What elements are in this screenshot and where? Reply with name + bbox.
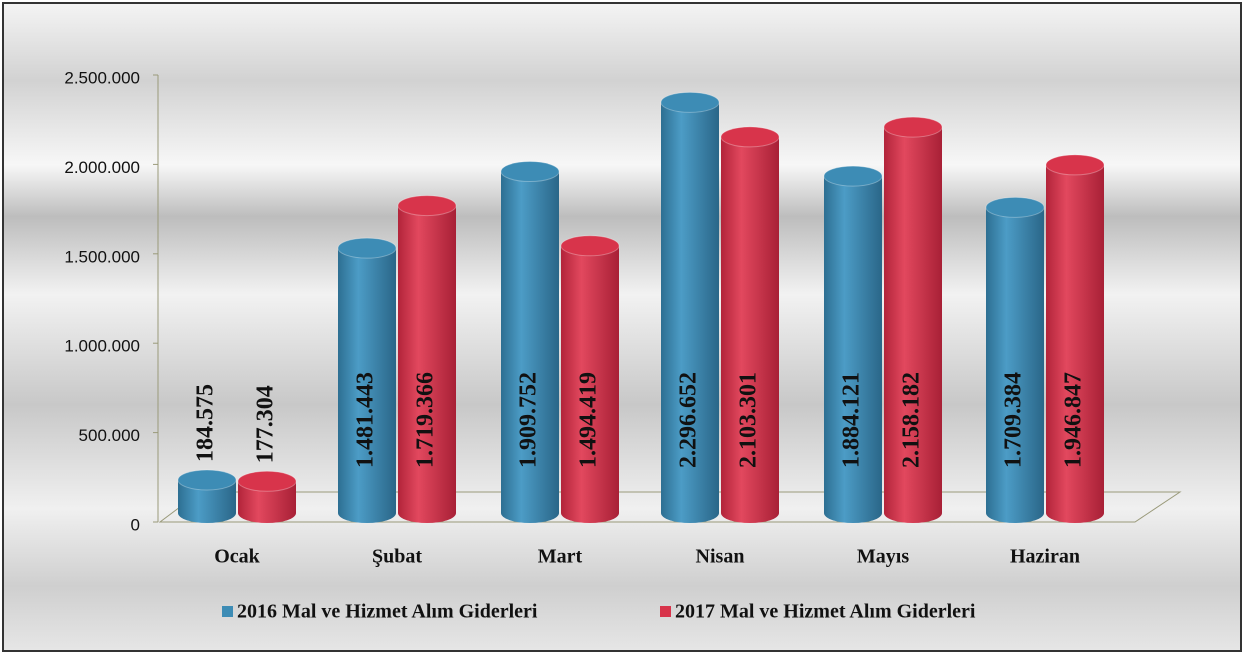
value-label: 1.719.366 [413,372,439,468]
cylinder-top [823,165,883,187]
bar [824,176,882,513]
legend-swatch [222,606,233,617]
value-label: 2.296.652 [676,372,702,468]
bar [561,245,619,513]
y-tick-label: 0 [131,515,140,534]
value-label: 1.884.121 [839,372,865,468]
cylinder-top [500,161,560,183]
y-tick-label: 1.500.000 [64,247,140,266]
legend-label: 2016 Mal ve Hizmet Alım Giderleri [237,601,538,623]
x-tick-label: Mart [538,546,583,568]
bar [884,127,942,513]
value-label: 1.946.847 [1061,372,1087,468]
x-tick-label: Haziran [1010,546,1080,568]
cylinder-top [720,126,780,148]
x-tick-label: Ocak [214,546,260,568]
cylinder-top [1045,154,1105,176]
bar [1046,164,1104,514]
cylinder-top [985,196,1045,218]
cylinder-top [660,91,720,113]
value-label: 1.481.443 [353,372,379,468]
value-label: 1.494.419 [576,372,602,468]
value-label: 177.304 [253,385,279,463]
cylinder-top [883,116,943,138]
value-label: 2.103.301 [736,372,762,468]
x-tick-label: Mayıs [857,546,909,568]
cylinder-top [560,235,620,257]
cylinder-top [237,470,297,492]
y-tick-label: 500.000 [79,426,140,445]
bar [721,136,779,513]
value-label: 1.709.384 [1001,372,1027,468]
bar [661,102,719,514]
x-tick-label: Nisan [696,546,745,568]
y-tick-label: 2.000.000 [64,158,140,177]
value-label: 1.909.752 [516,372,542,468]
bar [398,205,456,513]
legend-swatch [660,606,671,617]
cylinder-top [177,469,237,491]
bar [338,248,396,514]
x-tick-label: Şubat [372,546,422,568]
y-tick-label: 1.000.000 [64,337,140,356]
legend-label: 2017 Mal ve Hizmet Alım Giderleri [675,601,976,623]
cylinder-top [397,195,457,217]
value-label: 184.575 [193,384,219,462]
y-tick-label: 2.500.000 [64,68,140,87]
bar [986,207,1044,514]
value-label: 2.158.182 [899,372,925,468]
bar [501,171,559,513]
cylinder-top [337,237,397,259]
